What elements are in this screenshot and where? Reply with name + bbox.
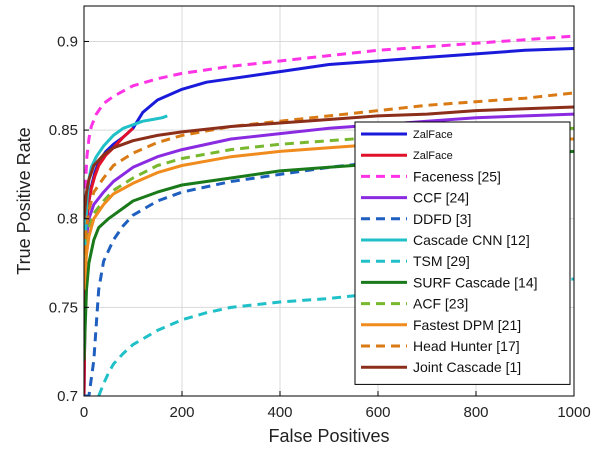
legend-label: CCF [24] [413,190,469,206]
x-tick-label: 600 [365,404,390,421]
series-line-10 [84,91,574,255]
x-tick-label: 400 [267,404,292,421]
y-tick-label: 0.85 [49,122,78,139]
legend-box [354,121,571,385]
legend: ZalFace ZalFace Faceness [25] CCF [24] DDFD … [354,121,571,385]
legend-label: Head Hunter [17] [413,338,520,354]
y-axis-label: True Positive Rate [14,127,34,274]
legend-label: Joint Cascade [1] [413,359,521,375]
series-line-11 [84,105,574,219]
x-tick-label: 0 [80,404,88,421]
legend-label: ACF [23] [413,296,468,312]
legend-label: SURF Cascade [14] [413,274,538,290]
series-line-2 [84,34,574,219]
legend-label: Faceness [25] [413,168,501,184]
x-tick-label: 1000 [557,404,590,421]
legend-label: ZalFace [413,129,453,141]
y-tick-label: 0.7 [57,388,78,405]
series-line-3 [84,112,574,273]
legend-label: Fastest DPM [21] [413,317,521,333]
legend-label: DDFD [3] [413,211,471,227]
y-tick-label: 0.8 [57,211,78,228]
legend-label: TSM [29] [413,253,470,269]
x-tick-label: 800 [463,404,488,421]
legend-label: Cascade CNN [12] [413,232,530,248]
series-lines [84,34,574,396]
x-tick-label: 200 [169,404,194,421]
x-axis-label: False Positives [268,426,389,446]
y-tick-label: 0.9 [57,33,78,50]
axis-ticks: 0 200 400 600 800 1000 0.7 0.75 0.8 0.85 0.9 [49,33,591,421]
y-tick-label: 0.75 [49,299,78,316]
plot-frame [83,5,575,397]
legend-label: ZalFace [413,150,453,162]
